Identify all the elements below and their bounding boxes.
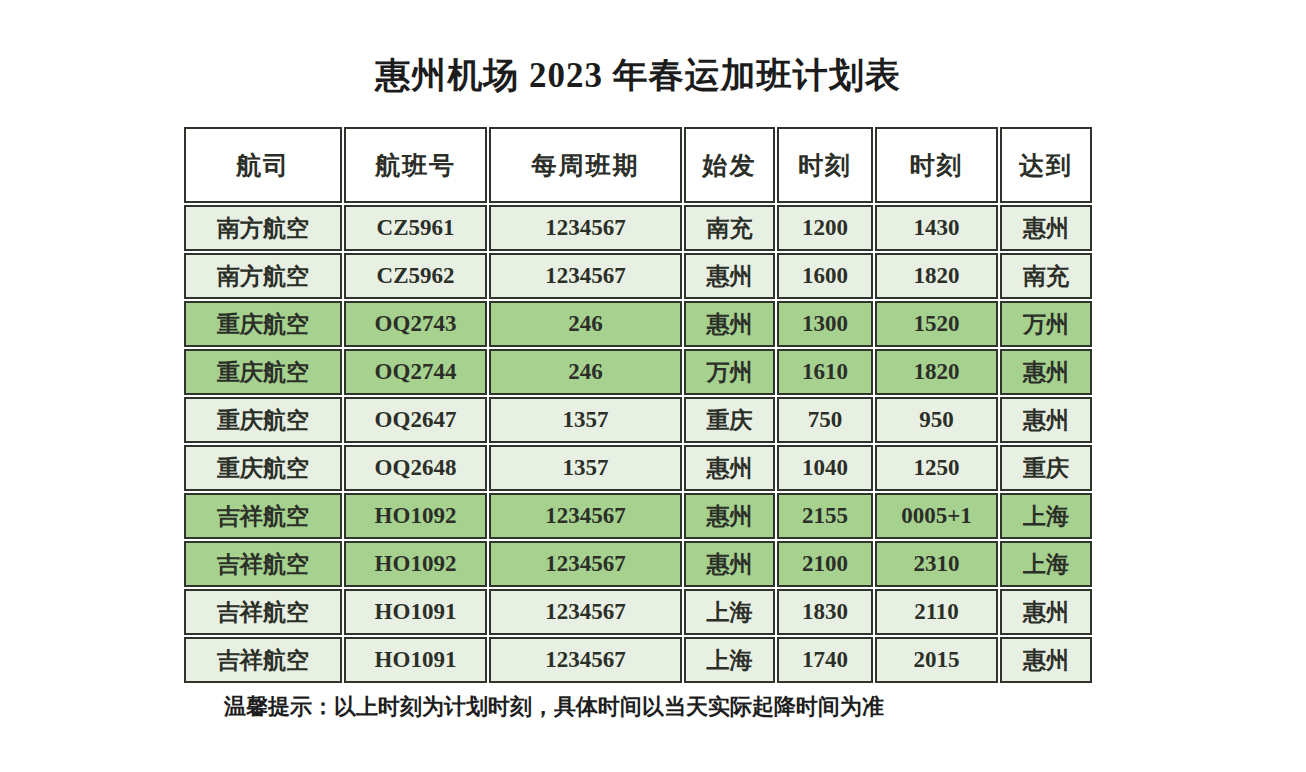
table-row: 吉祥航空HO10911234567上海18302110惠州	[184, 589, 1092, 635]
cell-dep_time: 1740	[777, 637, 873, 683]
cell-arr_time: 2310	[875, 541, 998, 587]
cell-destination: 万州	[1000, 301, 1092, 347]
cell-destination: 南充	[1000, 253, 1092, 299]
cell-airline: 吉祥航空	[184, 541, 342, 587]
cell-destination: 惠州	[1000, 205, 1092, 251]
table-row: 吉祥航空HO10911234567上海17402015惠州	[184, 637, 1092, 683]
cell-flight_no: OQ2647	[344, 397, 487, 443]
cell-destination: 上海	[1000, 541, 1092, 587]
cell-destination: 惠州	[1000, 397, 1092, 443]
cell-flight_no: HO1091	[344, 637, 487, 683]
flight-schedule-table: 航司航班号每周班期始发时刻时刻达到 南方航空CZ59611234567南充120…	[182, 125, 1094, 685]
cell-dep_time: 2155	[777, 493, 873, 539]
cell-origin: 万州	[684, 349, 775, 395]
cell-flight_no: OQ2744	[344, 349, 487, 395]
cell-origin: 惠州	[684, 493, 775, 539]
cell-origin: 惠州	[684, 445, 775, 491]
cell-weekly_schedule: 246	[489, 301, 682, 347]
cell-airline: 吉祥航空	[184, 589, 342, 635]
column-header-6: 达到	[1000, 127, 1092, 203]
cell-dep_time: 750	[777, 397, 873, 443]
table-row: 吉祥航空HO10921234567惠州21002310上海	[184, 541, 1092, 587]
table-row: 重庆航空OQ26481357惠州10401250重庆	[184, 445, 1092, 491]
column-header-2: 每周班期	[489, 127, 682, 203]
cell-weekly_schedule: 1357	[489, 445, 682, 491]
cell-flight_no: CZ5962	[344, 253, 487, 299]
cell-origin: 南充	[684, 205, 775, 251]
cell-arr_time: 2015	[875, 637, 998, 683]
cell-origin: 重庆	[684, 397, 775, 443]
cell-destination: 上海	[1000, 493, 1092, 539]
cell-weekly_schedule: 1234567	[489, 205, 682, 251]
column-header-3: 始发	[684, 127, 775, 203]
table-row: 南方航空CZ59611234567南充12001430惠州	[184, 205, 1092, 251]
cell-arr_time: 0005+1	[875, 493, 998, 539]
cell-airline: 重庆航空	[184, 349, 342, 395]
cell-dep_time: 1200	[777, 205, 873, 251]
cell-arr_time: 1820	[875, 253, 998, 299]
cell-airline: 重庆航空	[184, 301, 342, 347]
table-row: 南方航空CZ59621234567惠州16001820南充	[184, 253, 1092, 299]
cell-flight_no: HO1092	[344, 493, 487, 539]
table-row: 吉祥航空HO10921234567惠州21550005+1上海	[184, 493, 1092, 539]
cell-dep_time: 1300	[777, 301, 873, 347]
page: 惠州机场 2023 年春运加班计划表 航司航班号每周班期始发时刻时刻达到 南方航…	[0, 0, 1306, 772]
page-title: 惠州机场 2023 年春运加班计划表	[182, 52, 1094, 99]
cell-weekly_schedule: 1234567	[489, 589, 682, 635]
cell-weekly_schedule: 1234567	[489, 541, 682, 587]
cell-airline: 吉祥航空	[184, 637, 342, 683]
cell-airline: 南方航空	[184, 205, 342, 251]
cell-origin: 上海	[684, 637, 775, 683]
cell-arr_time: 1820	[875, 349, 998, 395]
table-row: 重庆航空OQ26471357重庆750950惠州	[184, 397, 1092, 443]
cell-origin: 惠州	[684, 541, 775, 587]
column-header-0: 航司	[184, 127, 342, 203]
table-row: 重庆航空OQ2743246惠州13001520万州	[184, 301, 1092, 347]
cell-airline: 南方航空	[184, 253, 342, 299]
cell-arr_time: 1430	[875, 205, 998, 251]
cell-airline: 重庆航空	[184, 397, 342, 443]
cell-weekly_schedule: 1234567	[489, 253, 682, 299]
cell-dep_time: 1830	[777, 589, 873, 635]
cell-dep_time: 1040	[777, 445, 873, 491]
cell-destination: 惠州	[1000, 349, 1092, 395]
cell-origin: 上海	[684, 589, 775, 635]
cell-dep_time: 1600	[777, 253, 873, 299]
cell-flight_no: OQ2648	[344, 445, 487, 491]
cell-weekly_schedule: 246	[489, 349, 682, 395]
cell-arr_time: 1520	[875, 301, 998, 347]
cell-destination: 惠州	[1000, 637, 1092, 683]
cell-arr_time: 950	[875, 397, 998, 443]
column-header-1: 航班号	[344, 127, 487, 203]
cell-origin: 惠州	[684, 301, 775, 347]
footer-note: 温馨提示：以上时刻为计划时刻，具体时间以当天实际起降时间为准	[224, 692, 884, 722]
cell-weekly_schedule: 1234567	[489, 637, 682, 683]
cell-dep_time: 1610	[777, 349, 873, 395]
cell-arr_time: 2110	[875, 589, 998, 635]
cell-flight_no: HO1091	[344, 589, 487, 635]
cell-destination: 惠州	[1000, 589, 1092, 635]
table-row: 重庆航空OQ2744246万州16101820惠州	[184, 349, 1092, 395]
cell-weekly_schedule: 1357	[489, 397, 682, 443]
cell-airline: 重庆航空	[184, 445, 342, 491]
table-header-row: 航司航班号每周班期始发时刻时刻达到	[184, 127, 1092, 203]
cell-flight_no: OQ2743	[344, 301, 487, 347]
cell-origin: 惠州	[684, 253, 775, 299]
cell-dep_time: 2100	[777, 541, 873, 587]
column-header-4: 时刻	[777, 127, 873, 203]
cell-flight_no: HO1092	[344, 541, 487, 587]
cell-arr_time: 1250	[875, 445, 998, 491]
cell-airline: 吉祥航空	[184, 493, 342, 539]
column-header-5: 时刻	[875, 127, 998, 203]
cell-flight_no: CZ5961	[344, 205, 487, 251]
cell-weekly_schedule: 1234567	[489, 493, 682, 539]
cell-destination: 重庆	[1000, 445, 1092, 491]
